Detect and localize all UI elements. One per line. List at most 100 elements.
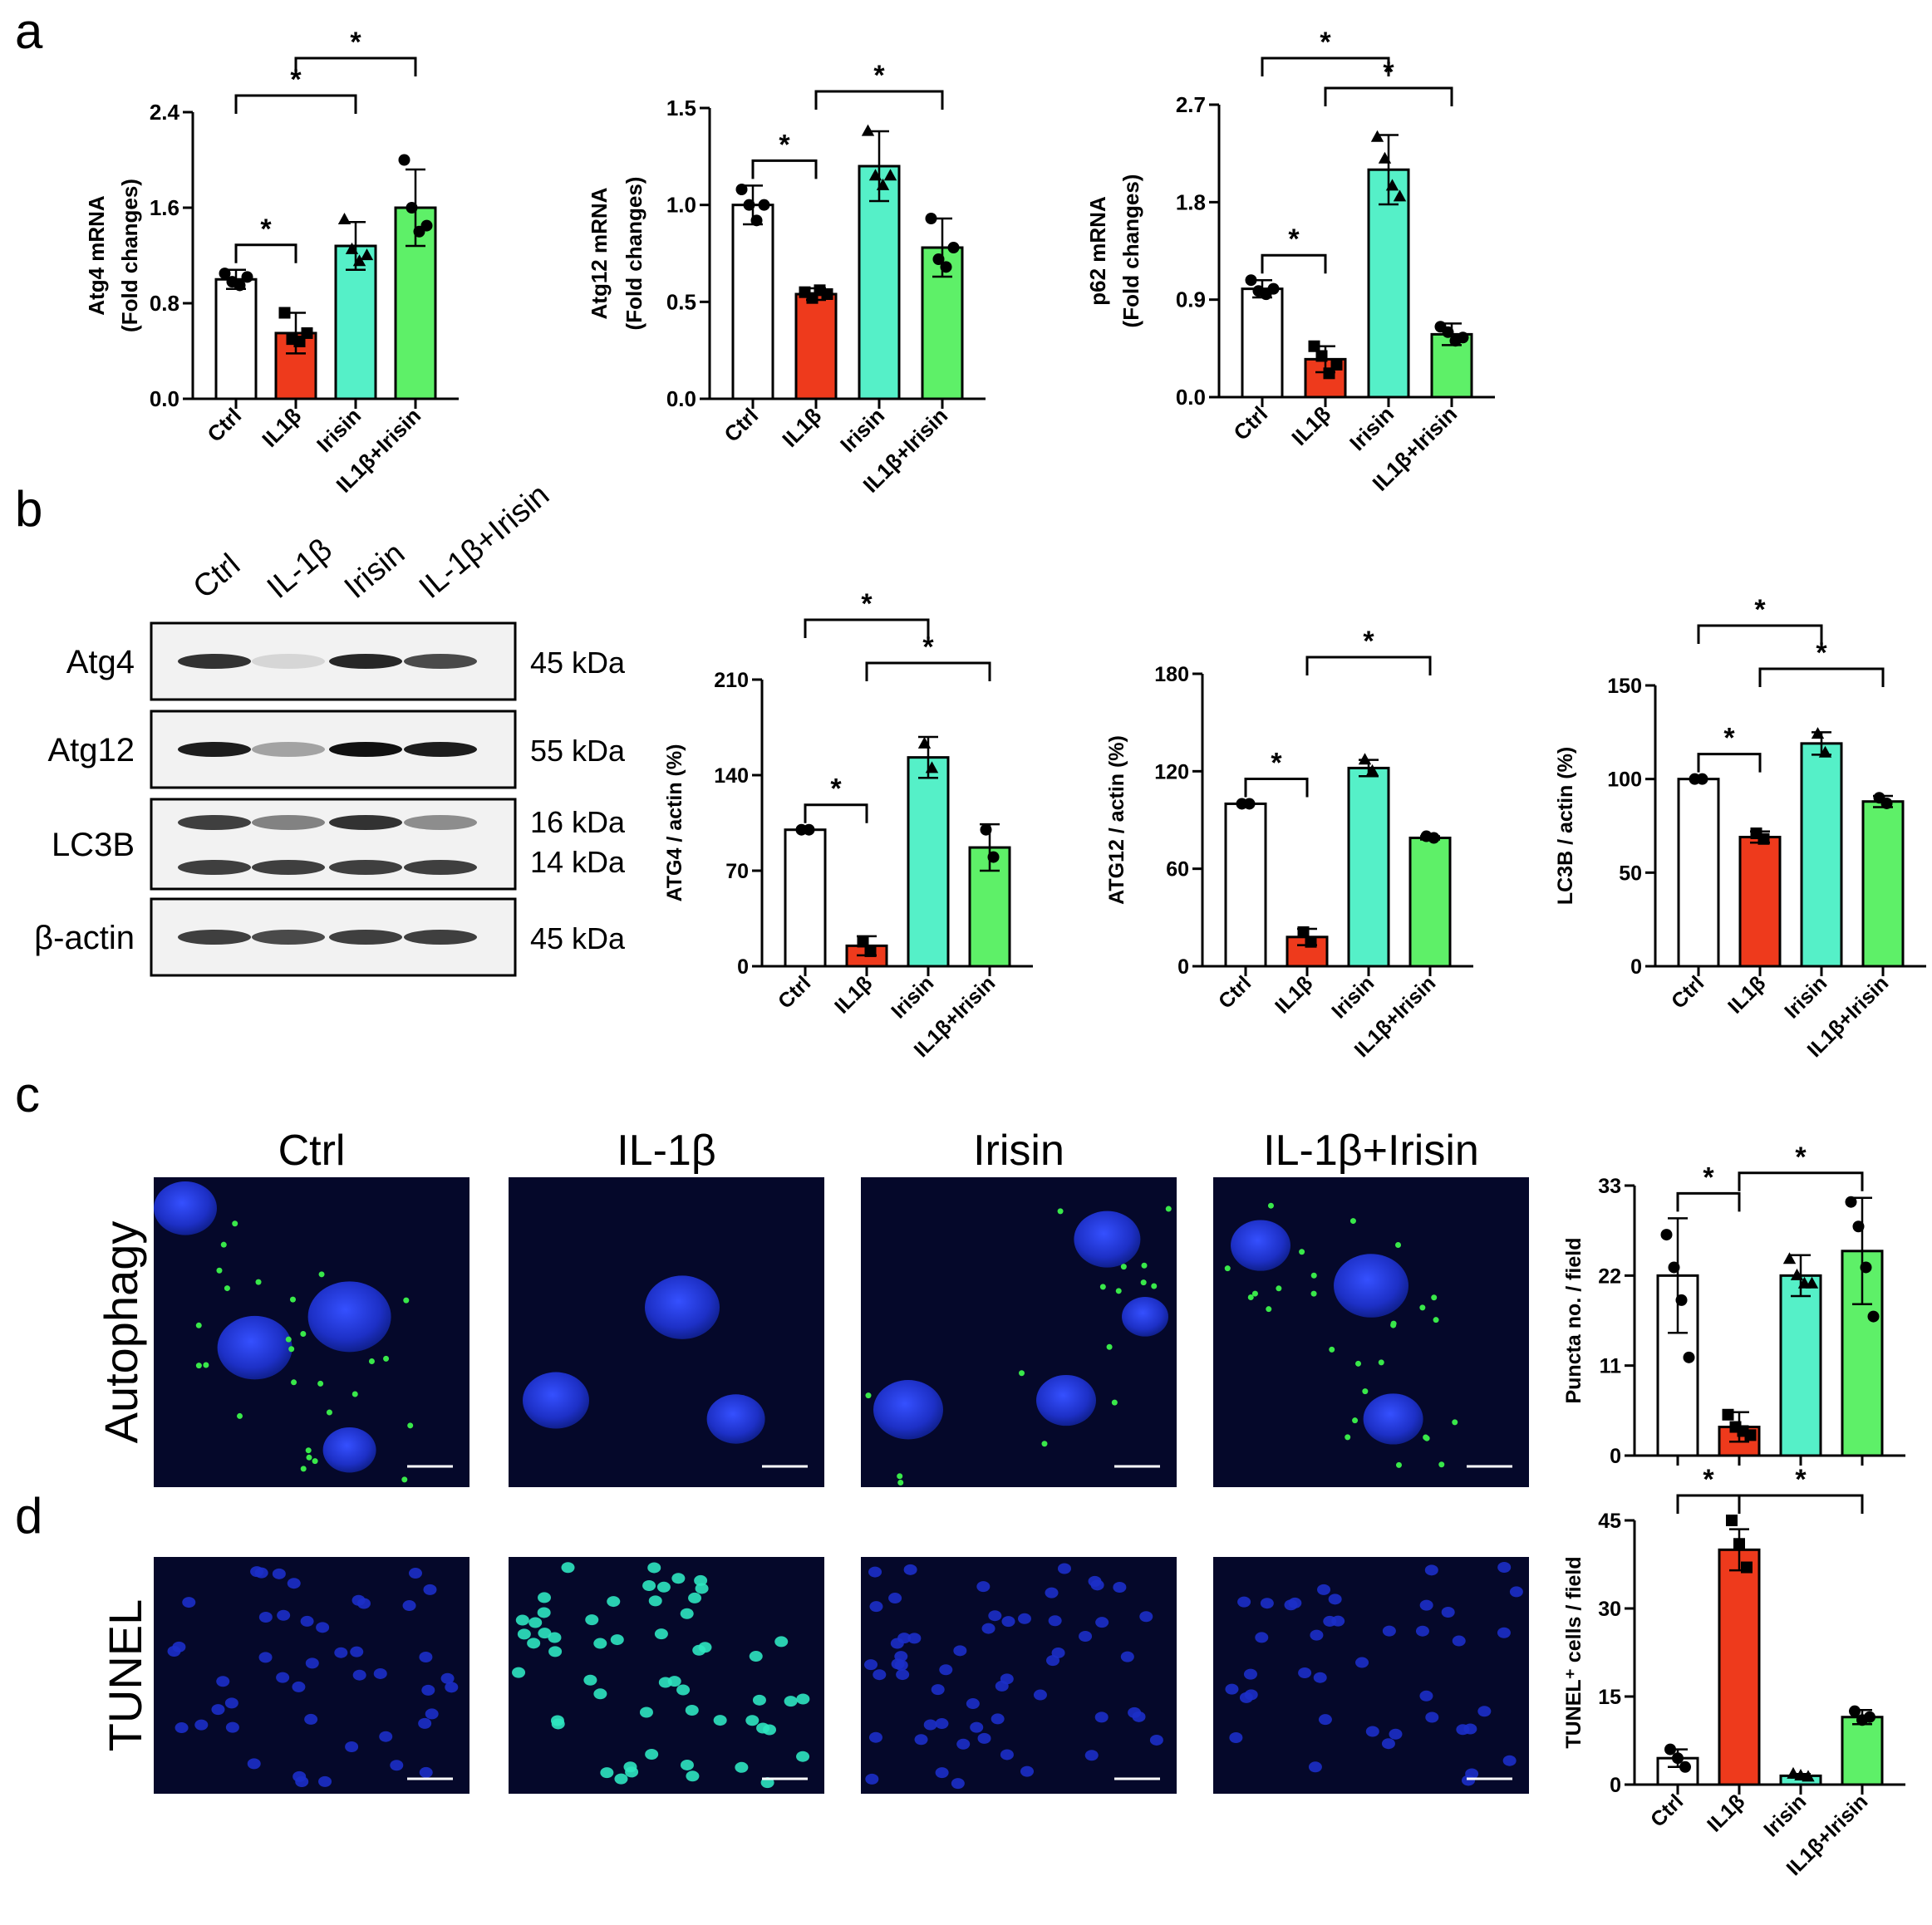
data-point: [1880, 797, 1893, 809]
tunel-nucleus: [600, 1767, 614, 1779]
protein-label: LC3B: [52, 827, 135, 863]
data-point: [1726, 1515, 1738, 1526]
tunel-nucleus: [695, 1583, 709, 1594]
puncta-dot: [897, 1480, 904, 1486]
data-point: [743, 199, 755, 211]
data-point: [1852, 1220, 1865, 1233]
significance-bracket: [1697, 753, 1762, 773]
tunel-nucleus: [656, 1581, 671, 1593]
puncta-dot: [326, 1409, 332, 1416]
data-point: [925, 213, 937, 224]
data-point: [803, 823, 815, 836]
nucleus: [154, 1181, 217, 1235]
image-background: [509, 1557, 824, 1794]
panel-label-d: d: [15, 1488, 42, 1544]
protein-label: Atg12: [47, 732, 135, 769]
band: [178, 930, 251, 945]
y-axis-label: ATG4 / actin (%): [663, 744, 686, 902]
puncta-dot: [288, 1346, 295, 1353]
puncta-dot: [1151, 1283, 1158, 1289]
significance-bracket: [1244, 777, 1309, 798]
y-axis-label: TUNEL⁺ cells / field: [1562, 1556, 1585, 1748]
tunel-nucleus: [247, 1758, 261, 1770]
data-point: [234, 279, 246, 292]
autophagy-image: [509, 1177, 824, 1487]
significance-bracket: [234, 94, 357, 114]
tunel-nucleus: [316, 1622, 330, 1633]
y-tick-label: 140: [714, 764, 749, 788]
nucleus: [1363, 1393, 1423, 1445]
data-point: [857, 935, 869, 948]
significance-star: *: [290, 64, 302, 96]
data-point: [1664, 1743, 1676, 1756]
y-tick-label: 60: [1166, 858, 1189, 881]
data-point: [1782, 1252, 1797, 1265]
band: [404, 654, 477, 669]
tunel-nucleus: [379, 1731, 393, 1742]
x-tick-label: Irisin: [1327, 971, 1379, 1023]
x-tick-label: Irisin: [1759, 1790, 1811, 1841]
autophagy-image: [154, 1177, 469, 1487]
tunel-nucleus: [445, 1682, 459, 1693]
y-tick-label: 0.8: [150, 291, 179, 316]
tunel-nucleus: [686, 1770, 700, 1782]
tunel-nucleus: [977, 1732, 991, 1744]
tunel-nucleus: [538, 1628, 552, 1639]
data-point: [758, 199, 770, 211]
image-background: [861, 1557, 1177, 1794]
y-axis-label: p62 mRNA: [1085, 196, 1110, 306]
x-tick-label: Ctrl: [202, 403, 246, 447]
kda-label: 16 kDa: [530, 805, 626, 839]
bar: [858, 165, 901, 400]
y-tick-label: 30: [1598, 1598, 1621, 1621]
x-tick-label: Ctrl: [1214, 971, 1256, 1013]
y-axis-label: Puncta no. / field: [1562, 1237, 1585, 1403]
data-point: [1787, 1766, 1800, 1779]
significance-star: *: [922, 631, 934, 663]
puncta-dot: [1310, 1290, 1317, 1297]
x-tick-label: Ctrl: [1228, 401, 1272, 445]
tunel-nucleus: [713, 1715, 727, 1726]
y-tick-label: 11: [1600, 1355, 1622, 1378]
tunel-nucleus: [194, 1719, 209, 1731]
band: [252, 815, 325, 830]
data-point: [1744, 1429, 1757, 1441]
puncta-dot: [1018, 1370, 1025, 1377]
data-point: [861, 124, 875, 136]
band: [252, 654, 325, 669]
tunel-nucleus: [1323, 1615, 1337, 1627]
y-tick-label: 50: [1619, 862, 1642, 885]
band: [404, 860, 477, 875]
tunel-nucleus: [896, 1669, 910, 1681]
band: [329, 654, 402, 669]
row-label-tunel: TUNEL: [99, 1599, 151, 1752]
y-tick-label: 0.5: [666, 289, 696, 314]
tunel-nucleus: [1079, 1631, 1093, 1643]
tunel-nucleus: [907, 1633, 922, 1644]
data-point: [1818, 745, 1832, 758]
puncta-dot: [1115, 1288, 1122, 1294]
puncta-dot: [1352, 1417, 1359, 1424]
y-tick-label: 0: [1177, 955, 1189, 979]
tunel-nucleus: [1132, 1711, 1146, 1722]
tunel-nucleus: [593, 1688, 607, 1700]
puncta-dot: [1041, 1441, 1048, 1447]
data-point: [398, 154, 410, 166]
tunel-nucleus: [1057, 1563, 1071, 1574]
tunel-nucleus: [1419, 1690, 1433, 1702]
y-tick-label: 33: [1598, 1175, 1621, 1198]
autophagy-image: [861, 1177, 1177, 1487]
blot-box: [150, 798, 517, 891]
tunel-nucleus: [550, 1715, 564, 1726]
bar: [1347, 766, 1390, 968]
tunel-nucleus: [295, 1776, 309, 1788]
panel-label-a: a: [15, 3, 43, 59]
tunel-nucleus: [1415, 1625, 1429, 1637]
tunel-nucleus: [988, 1610, 1002, 1622]
puncta-dot: [1120, 1264, 1127, 1270]
tunel-nucleus: [292, 1681, 306, 1692]
tunel-nucleus: [1229, 1732, 1243, 1744]
puncta-dot: [285, 1336, 292, 1343]
puncta-dot: [195, 1322, 202, 1328]
puncta-dot: [865, 1392, 872, 1399]
